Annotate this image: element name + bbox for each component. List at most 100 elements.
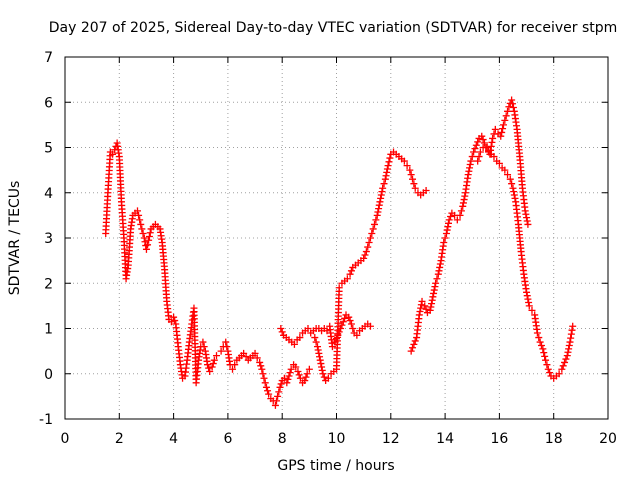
data-marker [209, 360, 217, 368]
data-marker [259, 370, 267, 378]
data-point [376, 198, 384, 206]
data-point [478, 132, 486, 140]
chart-title: Day 207 of 2025, Sidereal Day-to-day VTE… [49, 20, 618, 36]
data-point [561, 358, 569, 366]
data-marker [543, 361, 551, 369]
data-marker [407, 171, 415, 179]
data-point [229, 365, 237, 373]
data-marker [568, 326, 576, 334]
data-point [406, 166, 414, 174]
data-point [208, 363, 216, 371]
data-point [456, 211, 464, 219]
data-marker [460, 196, 468, 204]
data-point [445, 216, 453, 224]
data-point [206, 367, 214, 375]
data-marker [564, 348, 572, 356]
data-point [524, 220, 532, 228]
data-marker [320, 373, 328, 381]
data-marker [295, 371, 303, 379]
data-marker [468, 153, 476, 161]
data-marker [509, 104, 517, 112]
x-tick-label: 20 [599, 431, 617, 447]
data-point [440, 239, 448, 247]
data-point [274, 392, 282, 400]
data-marker [562, 355, 570, 363]
data-marker [144, 241, 152, 249]
data-point [142, 245, 150, 253]
data-marker [411, 337, 419, 345]
data-point [528, 306, 536, 314]
data-point [276, 383, 284, 391]
data-point [280, 374, 288, 382]
data-marker [522, 210, 530, 218]
data-marker [510, 191, 518, 199]
data-point [533, 329, 541, 337]
data-point [506, 175, 514, 183]
data-marker [135, 211, 143, 219]
data-marker [567, 330, 575, 338]
data-point [472, 141, 480, 149]
x-tick-label: 16 [490, 431, 508, 447]
data-marker [498, 128, 506, 136]
data-marker [428, 296, 436, 304]
data-point [407, 347, 415, 355]
data-marker [541, 352, 549, 360]
data-point [311, 334, 319, 342]
data-point [442, 229, 450, 237]
data-marker [312, 338, 320, 346]
data-point [301, 377, 309, 385]
data-marker [374, 208, 382, 216]
data-points [102, 96, 577, 409]
data-point [140, 234, 148, 242]
data-marker [284, 375, 292, 383]
data-marker [444, 219, 452, 227]
data-marker [380, 180, 388, 188]
x-tick-label: 12 [382, 431, 400, 447]
data-point [509, 184, 517, 192]
data-point [231, 361, 239, 369]
data-point [422, 186, 430, 194]
data-marker [504, 107, 512, 115]
data-marker [523, 292, 531, 300]
data-marker [524, 295, 532, 303]
data-point [521, 207, 529, 215]
data-marker [272, 397, 280, 405]
data-point [476, 148, 484, 156]
data-point [504, 171, 512, 179]
data-marker [257, 362, 265, 370]
x-axis-label: GPS time / hours [277, 458, 394, 474]
data-marker [461, 192, 469, 200]
data-marker [369, 225, 377, 233]
data-point [491, 125, 499, 133]
data-point [133, 207, 141, 215]
data-marker [567, 334, 575, 342]
data-point [410, 340, 418, 348]
data-marker [444, 223, 452, 231]
data-point [501, 166, 509, 174]
data-marker [137, 220, 145, 228]
data-marker [264, 387, 272, 395]
data-marker [459, 199, 467, 207]
data-point [260, 374, 268, 382]
data-marker [316, 353, 324, 361]
x-tick-label: 4 [169, 431, 178, 447]
data-point [384, 162, 392, 170]
data-marker [383, 165, 391, 173]
data-marker [145, 232, 153, 240]
data-marker [430, 286, 438, 294]
data-marker [338, 321, 346, 329]
data-point [319, 370, 327, 378]
y-tick-label: 5 [44, 141, 53, 157]
data-marker [317, 360, 325, 368]
data-point [199, 338, 207, 346]
y-tick-label: 3 [44, 231, 53, 247]
data-point [467, 157, 475, 165]
data-marker [523, 214, 531, 222]
data-point [368, 229, 376, 237]
data-marker [286, 369, 294, 377]
x-tick-label: 8 [278, 431, 287, 447]
data-point [305, 365, 313, 373]
y-tick-label: 4 [44, 186, 53, 202]
data-point [253, 354, 261, 362]
